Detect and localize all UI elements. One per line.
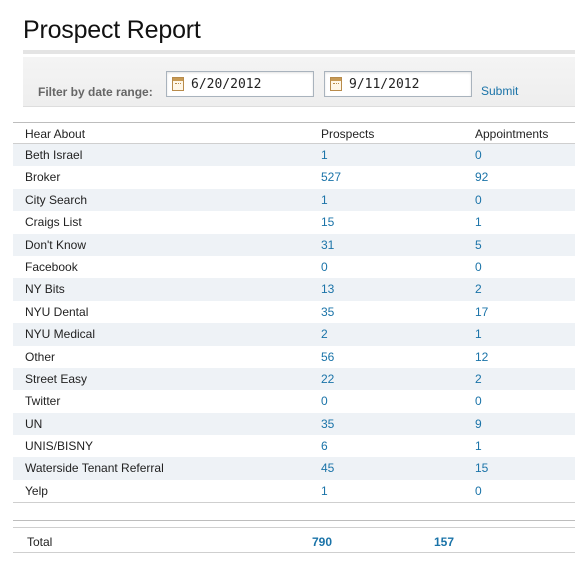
table-row: Broker 527 92	[13, 166, 575, 188]
table-header: Hear About Prospects Appointments	[13, 123, 575, 144]
table-row: Waterside Tenant Referral 45 15	[13, 457, 575, 480]
row-prospects-link[interactable]: 31	[321, 237, 335, 252]
row-source: NY Bits	[25, 282, 65, 297]
row-source: UNIS/BISNY	[25, 439, 94, 454]
column-header-prospects: Prospects	[321, 127, 375, 141]
to-date-field[interactable]: 9/11/2012	[324, 71, 472, 97]
row-appointments-link[interactable]: 15	[475, 461, 489, 476]
row-prospects-link[interactable]: 15	[321, 215, 335, 230]
table-row: Street Easy 22 2	[13, 367, 575, 391]
date-filter-bar: Filter by date range: 6/20/2012 9/11/201…	[23, 57, 575, 107]
row-source: Craigs List	[25, 215, 82, 230]
table-row: Other 56 12	[13, 346, 575, 368]
row-prospects-link[interactable]: 527	[321, 170, 342, 185]
table-body: Beth Israel 1 0 Broker 527 92 City Search 1 0 Cra…	[13, 144, 575, 502]
row-appointments-link[interactable]: 1	[475, 439, 482, 454]
page-title: Prospect Report	[23, 16, 201, 44]
row-source: City Search	[25, 192, 88, 207]
table-row: Beth Israel 1 0	[13, 144, 575, 167]
row-prospects-link[interactable]: 13	[321, 282, 335, 297]
table-row: Twitter 0 0	[13, 390, 575, 412]
from-date-field[interactable]: 6/20/2012	[166, 71, 314, 97]
calendar-icon[interactable]	[330, 77, 342, 91]
row-prospects-link[interactable]: 35	[321, 304, 335, 319]
table-row: Don't Know 31 5	[13, 233, 575, 256]
row-appointments-link[interactable]: 1	[475, 327, 482, 342]
totals-row: Total 790 157	[13, 520, 575, 553]
table-row: NY Bits 13 2	[13, 278, 575, 301]
row-source: UN	[25, 416, 43, 431]
row-prospects-link[interactable]: 0	[321, 394, 328, 409]
row-appointments-link[interactable]: 0	[475, 192, 482, 207]
row-source: Facebook	[25, 259, 78, 274]
row-prospects-link[interactable]: 1	[321, 483, 328, 498]
row-prospects-link[interactable]: 0	[321, 259, 328, 274]
table-row: UNIS/BISNY 6 1	[13, 435, 575, 457]
column-header-hear-about: Hear About	[25, 127, 86, 141]
row-appointments-link[interactable]: 5	[475, 237, 482, 252]
row-appointments-link[interactable]: 2	[475, 371, 482, 386]
table-row: NYU Dental 35 17	[13, 301, 575, 323]
prospect-table: Hear About Prospects Appointments Beth I…	[13, 122, 575, 504]
from-date-value[interactable]: 6/20/2012	[191, 77, 262, 92]
table-divider	[13, 502, 575, 504]
table-row: NYU Medical 2 1	[13, 323, 575, 346]
row-source: Twitter	[25, 394, 61, 409]
column-header-appointments: Appointments	[475, 127, 549, 141]
row-appointments-link[interactable]: 9	[475, 416, 482, 431]
filter-label: Filter by date range:	[38, 85, 153, 99]
row-prospects-link[interactable]: 2	[321, 327, 328, 342]
total-label: Total	[27, 535, 53, 549]
row-source: Yelp	[25, 483, 48, 498]
table-row: City Search 1 0	[13, 188, 575, 212]
row-appointments-link[interactable]: 1	[475, 215, 482, 230]
title-divider	[23, 50, 575, 54]
row-source: Broker	[25, 170, 61, 185]
total-appointments[interactable]: 157	[434, 535, 455, 549]
row-prospects-link[interactable]: 45	[321, 461, 335, 476]
row-source: Waterside Tenant Referral	[25, 461, 164, 476]
row-prospects-link[interactable]: 6	[321, 439, 328, 454]
row-appointments-link[interactable]: 2	[475, 282, 482, 297]
row-appointments-link[interactable]: 0	[475, 259, 482, 274]
row-source: NYU Dental	[25, 304, 89, 319]
to-date-value[interactable]: 9/11/2012	[349, 77, 420, 92]
row-prospects-link[interactable]: 1	[321, 192, 328, 207]
row-prospects-link[interactable]: 35	[321, 416, 335, 431]
row-appointments-link[interactable]: 12	[475, 349, 489, 364]
row-prospects-link[interactable]: 22	[321, 371, 335, 386]
row-source: NYU Medical	[25, 327, 96, 342]
submit-button[interactable]: Submit	[481, 84, 519, 98]
row-appointments-link[interactable]: 92	[475, 170, 489, 185]
total-prospects[interactable]: 790	[312, 535, 333, 549]
row-source: Beth Israel	[25, 148, 83, 162]
row-appointments-link[interactable]: 0	[475, 148, 482, 162]
table-row: Facebook 0 0	[13, 256, 575, 278]
row-source: Don't Know	[25, 237, 86, 252]
table-row: Yelp 1 0	[13, 480, 575, 502]
row-source: Other	[25, 349, 56, 364]
totals-divider	[13, 521, 575, 528]
row-appointments-link[interactable]: 0	[475, 483, 482, 498]
row-appointments-link[interactable]: 17	[475, 304, 489, 319]
row-appointments-link[interactable]: 0	[475, 394, 482, 409]
table-row: UN 35 9	[13, 412, 575, 436]
row-prospects-link[interactable]: 1	[321, 148, 328, 162]
table-row: Craigs List 15 1	[13, 211, 575, 233]
row-source: Street Easy	[25, 371, 88, 386]
row-prospects-link[interactable]: 56	[321, 349, 335, 364]
calendar-icon[interactable]	[172, 77, 184, 91]
